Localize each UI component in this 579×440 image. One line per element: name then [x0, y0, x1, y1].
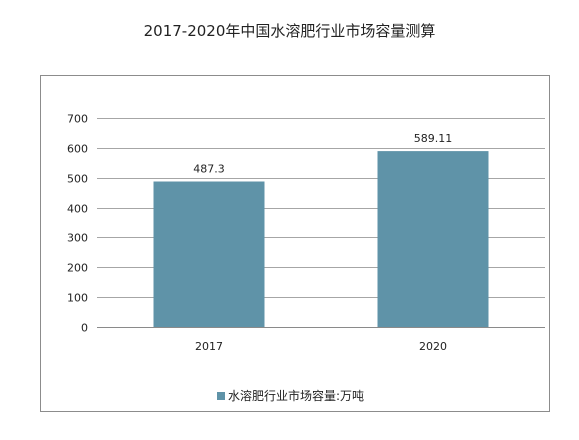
legend-label: 水溶肥行业市场容量:万吨	[228, 389, 365, 403]
y-tick-label: 200	[67, 262, 88, 275]
y-tick-label: 400	[67, 203, 88, 216]
bar-2020	[377, 151, 489, 327]
x-tick-label: 2017	[195, 340, 223, 353]
legend-swatch	[217, 391, 225, 400]
x-tick-label: 2020	[419, 340, 447, 353]
y-tick-label: 500	[67, 173, 88, 186]
chart-title: 2017-2020年中国水溶肥行业市场容量测算	[143, 22, 436, 40]
y-tick-label: 600	[67, 143, 88, 156]
y-tick-label: 100	[67, 292, 88, 305]
bar-2017	[153, 181, 265, 327]
y-tick-label: 300	[67, 232, 88, 245]
data-label: 487.3	[193, 163, 225, 176]
y-tick-label: 0	[81, 322, 88, 335]
legend: 水溶肥行业市场容量:万吨	[217, 387, 364, 404]
data-label: 589.11	[414, 132, 453, 145]
y-tick-label: 700	[67, 113, 88, 126]
